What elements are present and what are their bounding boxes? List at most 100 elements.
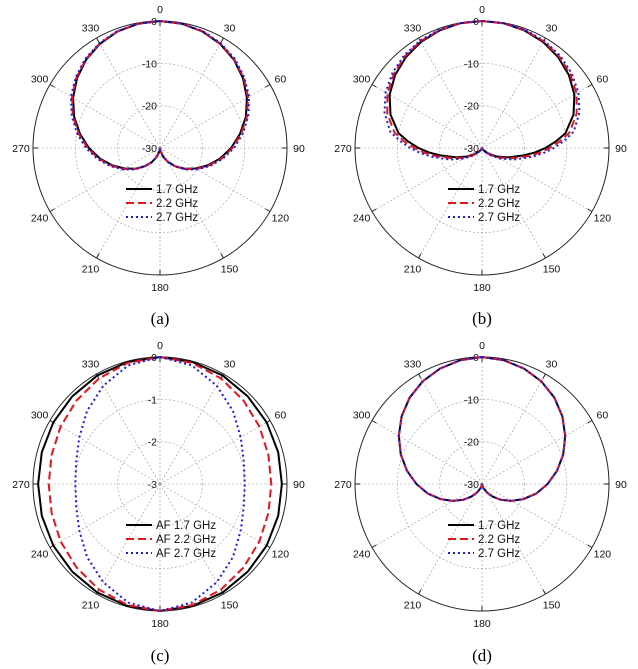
series-line-2 — [386, 20, 578, 160]
angle-gridline — [96, 373, 161, 485]
caption-c: (c) — [151, 646, 170, 665]
angle-tick-label: 60 — [597, 74, 609, 86]
angle-tick-mark — [265, 84, 271, 88]
angle-gridline — [481, 373, 546, 485]
angle-tick-mark — [49, 208, 55, 212]
angle-tick-label: 150 — [543, 599, 561, 611]
radial-gridline — [117, 441, 203, 527]
angle-tick-label: 210 — [82, 263, 100, 275]
angle-tick-mark — [96, 37, 100, 43]
angle-gridline — [49, 483, 161, 548]
angle-tick-label: 120 — [594, 213, 612, 225]
angle-tick-label: 180 — [473, 282, 491, 294]
angle-gridline — [371, 483, 483, 548]
angle-tick-label: 180 — [151, 282, 169, 294]
series-line-3 — [383, 20, 581, 161]
radial-tick-label: -30 — [464, 143, 479, 155]
angle-tick-mark — [418, 589, 422, 595]
angle-tick-mark — [587, 208, 593, 212]
series-line-1 — [388, 20, 576, 159]
angle-gridline — [159, 37, 224, 149]
radial-gridline — [439, 105, 525, 191]
polar-chart-4: 0-10-20-30030609012015018021024027030033… — [334, 340, 627, 630]
angle-gridline — [371, 84, 483, 149]
angle-tick-mark — [371, 84, 377, 88]
angle-tick-label: 270 — [334, 479, 352, 491]
angle-tick-label: 150 — [543, 263, 561, 275]
angle-tick-mark — [371, 420, 377, 424]
angle-tick-label: 210 — [404, 599, 422, 611]
angle-tick-label: 120 — [272, 549, 290, 561]
angle-tick-label: 240 — [353, 549, 371, 561]
radial-tick-label: -10 — [464, 394, 479, 406]
angle-gridline — [159, 147, 224, 259]
legend-label: 2.2 GHz — [156, 198, 198, 210]
angle-tick-mark — [542, 253, 546, 259]
angle-gridline — [418, 373, 483, 485]
angle-tick-label: 180 — [473, 618, 491, 630]
angle-tick-label: 0 — [479, 4, 485, 16]
legend-label: 2.7 GHz — [478, 212, 520, 224]
angle-tick-mark — [49, 84, 55, 88]
angle-tick-label: 270 — [12, 143, 30, 155]
angle-gridline — [481, 483, 593, 548]
angle-tick-mark — [587, 544, 593, 548]
angle-tick-label: 240 — [353, 213, 371, 225]
angle-gridline — [159, 373, 224, 485]
caption-a: (a) — [151, 309, 170, 328]
angle-gridline — [418, 147, 483, 259]
angle-tick-label: 60 — [275, 410, 287, 422]
angle-tick-label: 330 — [404, 359, 422, 371]
angle-tick-label: 240 — [31, 549, 49, 561]
radial-tick-label: -20 — [464, 101, 479, 113]
angle-tick-mark — [542, 373, 546, 379]
polar-chart-1: 0-10-20-30030609012015018021024027030033… — [12, 4, 305, 294]
angle-gridline — [159, 147, 271, 212]
angle-gridline — [96, 37, 161, 149]
angle-tick-mark — [542, 589, 546, 595]
legend-label: AF 1.7 GHz — [156, 520, 216, 532]
angle-gridline — [96, 483, 161, 595]
caption-d: (d) — [472, 646, 492, 665]
angle-tick-label: 120 — [594, 549, 612, 561]
angle-tick-label: 180 — [151, 618, 169, 630]
angle-tick-label: 330 — [82, 359, 100, 371]
angle-gridline — [49, 84, 161, 149]
radial-tick-label: -1 — [148, 394, 157, 406]
angle-tick-mark — [418, 373, 422, 379]
angle-tick-mark — [587, 420, 593, 424]
angle-gridline — [49, 420, 161, 485]
angle-tick-label: 0 — [157, 340, 163, 352]
angle-tick-mark — [220, 253, 224, 259]
angle-tick-label: 300 — [31, 410, 49, 422]
angle-tick-mark — [587, 84, 593, 88]
legend-label: 1.7 GHz — [478, 520, 520, 532]
angle-tick-label: 30 — [224, 23, 236, 35]
angle-tick-label: 150 — [221, 599, 239, 611]
legend-label: 2.2 GHz — [478, 534, 520, 546]
angle-tick-label: 90 — [615, 479, 627, 491]
radial-tick-label: -30 — [142, 143, 157, 155]
series-line-2 — [47, 356, 273, 613]
legend-label: 2.7 GHz — [156, 212, 198, 224]
series-line-3 — [397, 356, 567, 502]
radial-tick-label: -20 — [464, 437, 479, 449]
legend-label: 1.7 GHz — [478, 184, 520, 196]
angle-tick-label: 330 — [82, 23, 100, 35]
series-line-2 — [70, 20, 250, 170]
angle-gridline — [96, 147, 161, 259]
angle-tick-label: 150 — [221, 263, 239, 275]
angle-tick-label: 120 — [272, 213, 290, 225]
polar-chart-2: 0-10-20-30030609012015018021024027030033… — [334, 4, 627, 294]
radial-gridline — [439, 441, 525, 527]
legend-label: 1.7 GHz — [156, 184, 198, 196]
radial-tick-label: -30 — [464, 479, 479, 491]
angle-tick-label: 240 — [31, 213, 49, 225]
angle-gridline — [481, 37, 546, 149]
angle-tick-label: 90 — [615, 143, 627, 155]
angle-tick-label: 60 — [597, 410, 609, 422]
radial-tick-label: -10 — [142, 58, 157, 70]
angle-gridline — [49, 147, 161, 212]
caption-b: (b) — [472, 309, 492, 328]
